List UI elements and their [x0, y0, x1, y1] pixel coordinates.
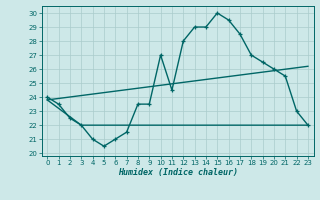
- X-axis label: Humidex (Indice chaleur): Humidex (Indice chaleur): [118, 168, 237, 177]
